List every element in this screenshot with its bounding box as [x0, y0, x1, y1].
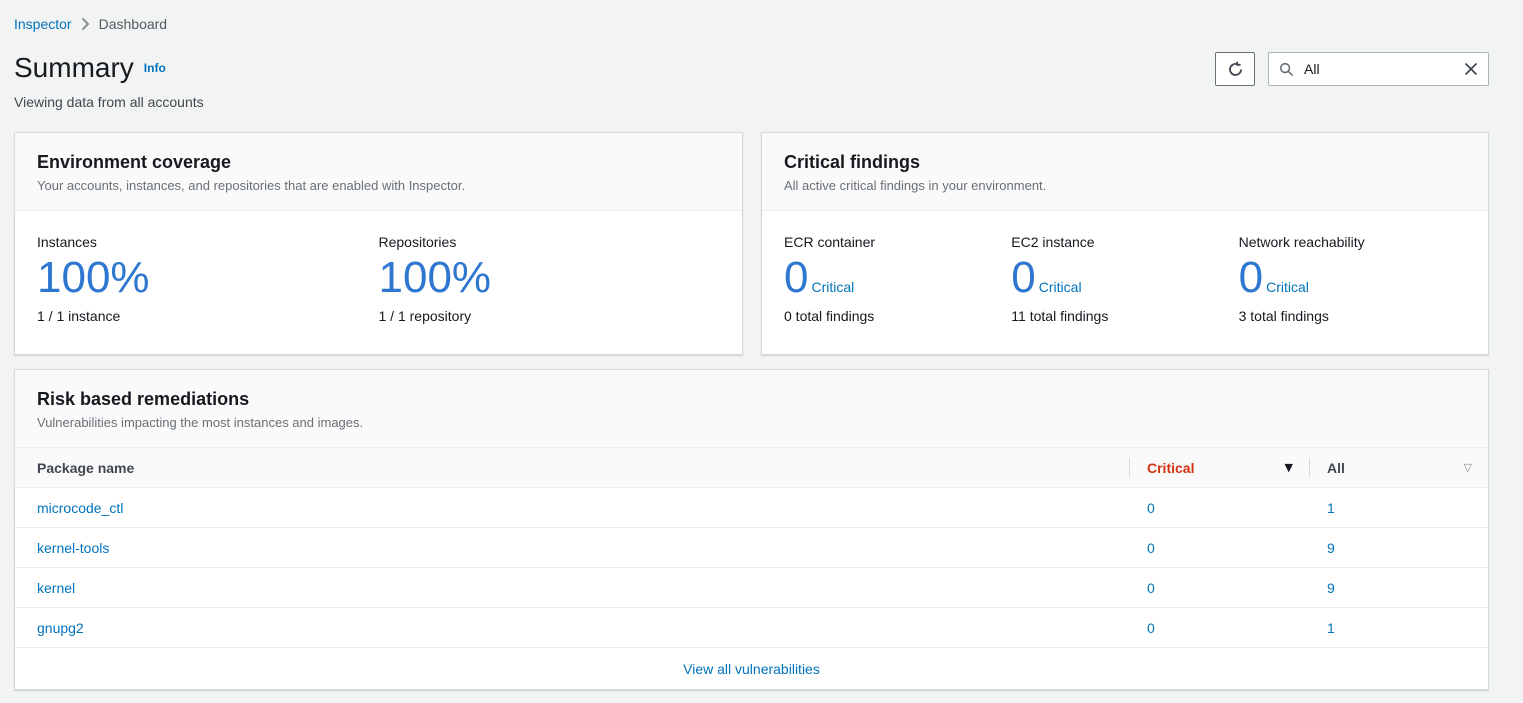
metric-ec2-instance: EC2 instance 0 Critical 11 total finding…	[1011, 234, 1238, 324]
environment-coverage-header: Environment coverage Your accounts, inst…	[15, 133, 742, 211]
risk-based-remediations-card: Risk based remediations Vulnerabilities …	[14, 369, 1489, 691]
metric-instances: Instances 100% 1 / 1 instance	[37, 234, 379, 324]
metric-detail: 11 total findings	[1011, 308, 1109, 325]
all-count-link[interactable]: 1	[1327, 499, 1335, 516]
card-description: Your accounts, instances, and repositori…	[37, 178, 466, 193]
clear-search-icon[interactable]	[1464, 62, 1478, 76]
package-link[interactable]: gnupg2	[37, 619, 84, 636]
critical-count-link[interactable]: 0	[1147, 499, 1155, 516]
breadcrumb: Inspector Dashboard	[14, 16, 1489, 32]
table-row: microcode_ctl 0 1	[15, 488, 1488, 529]
page-title: Summary	[14, 52, 134, 83]
metric-value: 0	[1238, 253, 1264, 302]
metric-label: Repositories	[378, 234, 457, 250]
critical-findings-card: Critical findings All active critical fi…	[761, 132, 1489, 356]
sort-none-icon[interactable]: ▽	[1463, 461, 1472, 475]
breadcrumb-current: Dashboard	[98, 16, 168, 32]
breadcrumb-chevron-icon	[81, 17, 90, 31]
critical-link[interactable]: Critical	[811, 279, 855, 295]
package-link[interactable]: kernel-tools	[37, 539, 110, 556]
metric-network-reachability: Network reachability 0 Critical 3 total …	[1239, 234, 1466, 324]
sort-descending-icon[interactable]: ▼	[1284, 461, 1293, 475]
metric-label: ECR container	[784, 234, 876, 250]
view-all-vulnerabilities-link[interactable]: View all vulnerabilities	[683, 660, 820, 677]
card-title: Environment coverage	[37, 152, 232, 172]
metric-detail: 0 total findings	[784, 308, 875, 325]
column-header-label: All	[1327, 459, 1345, 476]
metric-detail: 1 / 1 repository	[378, 308, 472, 325]
metric-value: 100%	[37, 253, 150, 302]
page-header: Summary Info Viewing data from all accou…	[14, 52, 1489, 110]
column-header-critical[interactable]: Critical ▼	[1129, 448, 1309, 487]
metric-label: Network reachability	[1238, 234, 1365, 250]
critical-link[interactable]: Critical	[1038, 279, 1082, 295]
refresh-button[interactable]	[1215, 52, 1255, 86]
package-link[interactable]: microcode_ctl	[37, 499, 124, 516]
critical-count-link[interactable]: 0	[1147, 619, 1155, 636]
table-row: kernel-tools 0 9	[15, 528, 1488, 569]
table-header-row: Package name Critical ▼ All ▽	[15, 448, 1488, 489]
environment-coverage-body: Instances 100% 1 / 1 instance Repositori…	[15, 211, 742, 354]
metric-label: Instances	[37, 234, 97, 250]
all-count-link[interactable]: 9	[1327, 579, 1335, 596]
metric-value: 0	[1011, 253, 1036, 302]
metric-detail: 1 / 1 instance	[37, 308, 121, 325]
critical-findings-body: ECR container 0 Critical 0 total finding…	[762, 211, 1488, 354]
card-description: Vulnerabilities impacting the most insta…	[37, 415, 364, 431]
search-input[interactable]	[1302, 60, 1456, 78]
environment-coverage-card: Environment coverage Your accounts, inst…	[14, 132, 743, 356]
table-row: kernel 0 9	[15, 568, 1488, 609]
refresh-icon	[1227, 61, 1244, 78]
metric-value: 0	[784, 253, 809, 302]
page-subtitle: Viewing data from all accounts	[14, 94, 204, 110]
top-cards-row: Environment coverage Your accounts, inst…	[14, 132, 1489, 356]
metric-ecr-container: ECR container 0 Critical 0 total finding…	[784, 234, 1011, 324]
all-count-link[interactable]: 9	[1327, 539, 1335, 556]
card-title: Risk based remediations	[37, 389, 250, 410]
header-controls	[1215, 52, 1489, 86]
card-title: Critical findings	[784, 152, 921, 172]
metric-label: EC2 instance	[1011, 234, 1095, 250]
table-footer: View all vulnerabilities	[15, 648, 1488, 689]
metric-value: 100%	[378, 253, 492, 302]
search-icon	[1279, 62, 1294, 77]
search-box	[1268, 52, 1489, 86]
all-count-link[interactable]: 1	[1327, 619, 1335, 636]
critical-findings-header: Critical findings All active critical fi…	[762, 133, 1488, 211]
critical-link[interactable]: Critical	[1266, 279, 1309, 295]
risk-remediations-header: Risk based remediations Vulnerabilities …	[15, 370, 1488, 449]
card-description: All active critical findings in your env…	[784, 178, 1047, 193]
critical-count-link[interactable]: 0	[1147, 579, 1155, 596]
table-row: gnupg2 0 1	[15, 608, 1488, 649]
package-link[interactable]: kernel	[37, 579, 76, 596]
metric-repositories: Repositories 100% 1 / 1 repository	[379, 234, 721, 324]
metric-detail: 3 total findings	[1238, 308, 1329, 325]
info-link[interactable]: Info	[143, 61, 166, 75]
critical-count-link[interactable]: 0	[1147, 539, 1155, 556]
column-header-all[interactable]: All ▽	[1309, 448, 1488, 487]
column-header-label: Critical	[1147, 459, 1195, 476]
breadcrumb-link-inspector[interactable]: Inspector	[14, 16, 72, 32]
column-header-package-name: Package name	[37, 459, 135, 476]
